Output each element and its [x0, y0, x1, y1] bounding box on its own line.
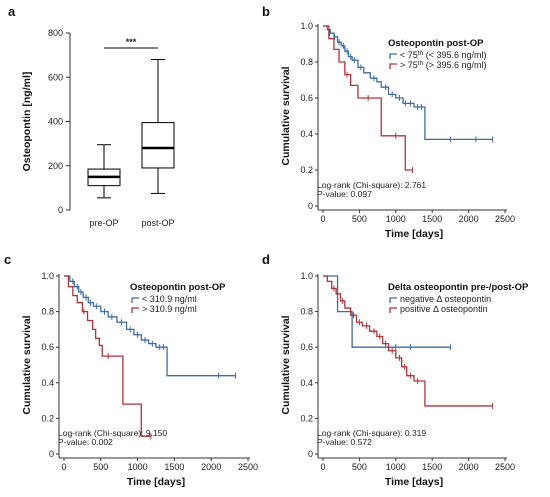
- km-curve-c-1: [64, 275, 151, 437]
- legend-swatch-d: [389, 307, 397, 313]
- y-tick-label-a: 400: [48, 117, 63, 127]
- x-tick-label-c: 2500: [238, 462, 258, 472]
- x-tick-label-c: 2000: [201, 462, 221, 472]
- legend-swatch-b: [389, 63, 397, 69]
- x-tick-label-d: 1500: [422, 462, 442, 472]
- legend-title-c: Osteopontin post-OP: [130, 282, 226, 293]
- y-tick-label-b: 0.4: [300, 129, 313, 139]
- x-tick-label-d: 0: [320, 462, 325, 472]
- y-tick-label-b: 0.2: [300, 165, 313, 175]
- km-curve-c-0: [64, 275, 236, 377]
- x-category-label-a: post-OP: [141, 218, 174, 228]
- km-curve-b-1: [323, 25, 413, 171]
- legend-swatch-c: [131, 297, 139, 303]
- y-axis-title-b: Cumulative survival: [280, 66, 292, 165]
- legend-entry-d: negative Δ osteopontin: [400, 294, 491, 304]
- y-tick-label-d: 0.6: [300, 342, 313, 352]
- x-tick-label-d: 2500: [495, 462, 515, 472]
- legend-title-d: Delta osteopontin pre-/post-OP: [388, 282, 529, 293]
- x-axis-title-c: Time [days]: [127, 476, 185, 488]
- stats-line-b: Log-rank (Chi-square): 2.761: [317, 180, 426, 190]
- y-tick-label-b: 0.8: [300, 57, 313, 67]
- x-tick-label-d: 1000: [386, 462, 406, 472]
- x-axis-title-b: Time [days]: [385, 228, 443, 240]
- stats-line-c: Log-rank (Chi-square): 9.150: [58, 428, 167, 438]
- y-tick-label-a: 800: [48, 28, 63, 38]
- panel-letter-b: b: [262, 4, 270, 19]
- y-tick-label-b: 0.6: [300, 93, 313, 103]
- y-tick-label-c: 0.6: [41, 342, 54, 352]
- legend-entry-b: < 75th (< 395.6 ng/ml): [400, 50, 486, 60]
- x-tick-label-b: 2000: [459, 214, 479, 224]
- panel-letter-d: d: [262, 252, 270, 267]
- y-tick-label-d: 0.4: [300, 378, 313, 388]
- y-tick-label-a: 0: [58, 205, 63, 215]
- x-tick-label-b: 2500: [495, 214, 515, 224]
- x-tick-label-b: 1500: [422, 214, 442, 224]
- box-iqr: [141, 122, 175, 169]
- x-axis-title-d: Time [days]: [385, 476, 443, 488]
- x-category-label-a: pre-OP: [89, 218, 118, 228]
- stats-line-d: Log-rank (Chi-square): 0.319: [317, 428, 426, 438]
- x-tick-label-c: 0: [61, 462, 66, 472]
- legend-swatch-c: [131, 307, 139, 313]
- y-axis-title-a: Osteopontin [ng/ml]: [21, 72, 33, 172]
- km-curve-d-1: [323, 275, 493, 407]
- x-tick-label-b: 0: [320, 214, 325, 224]
- x-tick-label-d: 2000: [459, 462, 479, 472]
- y-tick-label-b: 0: [308, 201, 313, 211]
- x-tick-label-d: 500: [352, 462, 367, 472]
- box-pre-OP: [87, 144, 121, 199]
- legend-title-b: Osteopontin post-OP: [388, 38, 484, 49]
- x-tick-label-c: 1000: [128, 462, 148, 472]
- y-tick-label-d: 0.2: [300, 413, 313, 423]
- y-tick-label-c: 0.2: [41, 413, 54, 423]
- x-tick-label-c: 500: [93, 462, 108, 472]
- stats-line-d: P-value: 0.572: [317, 437, 372, 447]
- legend-entry-b: > 75th (> 395.6 ng/ml): [400, 60, 486, 70]
- panel-letter-a: a: [8, 4, 16, 19]
- y-tick-label-b: 1.0: [300, 21, 313, 31]
- significance-label: ***: [126, 37, 137, 47]
- y-tick-label-d: 0: [308, 449, 313, 459]
- y-tick-label-c: 0: [49, 449, 54, 459]
- x-tick-label-b: 1000: [386, 214, 406, 224]
- y-tick-label-c: 1.0: [41, 271, 54, 281]
- y-tick-label-d: 0.8: [300, 307, 313, 317]
- y-axis-title-d: Cumulative survival: [280, 315, 292, 414]
- legend-swatch-d: [389, 297, 397, 303]
- y-tick-label-c: 0.4: [41, 378, 54, 388]
- stats-line-b: P-value: 0.097: [317, 189, 372, 199]
- legend-entry-c: < 310.9 ng/ml: [142, 294, 197, 304]
- legend-swatch-b: [389, 53, 397, 59]
- stats-line-c: P-value: 0.002: [58, 437, 113, 447]
- y-tick-label-a: 600: [48, 72, 63, 82]
- km-curve-d-0: [323, 275, 451, 348]
- x-tick-label-c: 1500: [164, 462, 184, 472]
- y-axis-title-c: Cumulative survival: [21, 315, 33, 414]
- x-tick-label-b: 500: [352, 214, 367, 224]
- y-tick-label-d: 1.0: [300, 271, 313, 281]
- y-tick-label-a: 200: [48, 161, 63, 171]
- legend-entry-c: > 310.9 ng/ml: [142, 304, 197, 314]
- panel-letter-c: c: [4, 252, 11, 267]
- box-post-OP: [141, 59, 175, 194]
- y-tick-label-c: 0.8: [41, 307, 54, 317]
- legend-entry-d: positive Δ osteopontin: [400, 304, 488, 314]
